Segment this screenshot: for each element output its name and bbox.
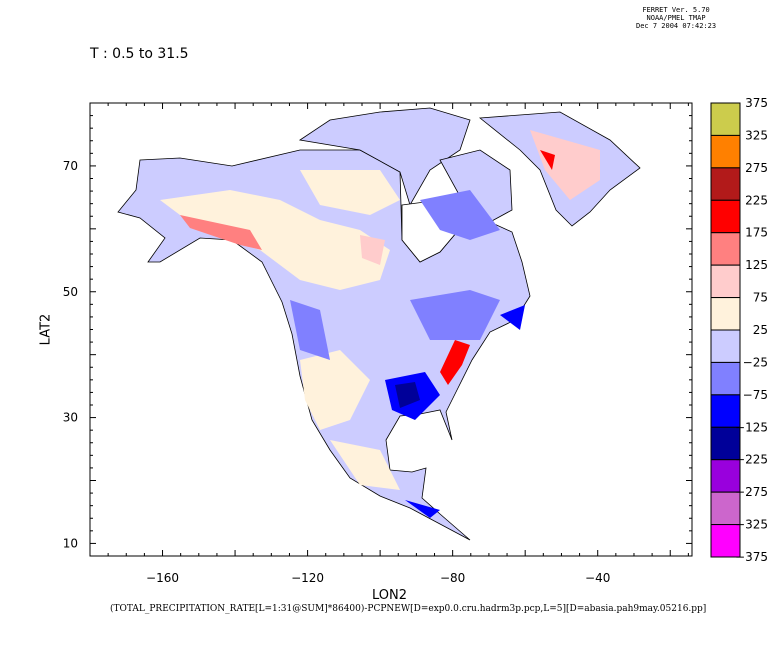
colorbar-cell [710, 102, 741, 136]
colorbar-label: −75 [743, 388, 768, 402]
y-axis-label: LAT2 [38, 313, 54, 346]
colorbar-label: 125 [745, 258, 768, 272]
colorbar-cell [710, 394, 741, 428]
colorbar-cell [710, 134, 741, 169]
colorbar-label: 275 [745, 161, 768, 175]
x-tick-label: −80 [440, 571, 465, 585]
colorbar-label: 75 [753, 291, 768, 305]
y-tick-label: 70 [63, 159, 78, 173]
colorbar-cell [710, 297, 741, 331]
colorbar-cell [710, 524, 741, 558]
colorbar-label: 375 [745, 96, 768, 110]
y-tick-label: 10 [63, 536, 78, 550]
colorbar-label: −125 [735, 420, 768, 434]
colorbar-cell [710, 459, 741, 493]
colorbar-cell [710, 361, 741, 396]
x-axis-label: LON2 [372, 588, 408, 603]
colorbar-label: −325 [735, 518, 768, 532]
colorbar-cell [710, 491, 741, 526]
plot-frame [89, 102, 693, 557]
colorbar-label: −275 [735, 485, 768, 499]
x-tick-label: −160 [146, 571, 179, 585]
colorbar-cell [710, 167, 741, 201]
colorbar-label: 325 [745, 128, 768, 142]
colorbar: 375 325 275 225 175 125 75 25 −25 −75 −125 −225 −275… [710, 96, 768, 564]
colorbar-label: 225 [745, 193, 768, 207]
colorbar-label: 25 [753, 323, 768, 337]
y-tick-label: 30 [63, 411, 78, 425]
colorbar-cell [710, 264, 741, 299]
header-date: Dec 7 2004 07:42:23 [636, 22, 717, 30]
ferret-header: FERRET Ver. 5.70 NOAA/PMEL TMAP Dec 7 20… [636, 6, 716, 30]
colorbar-label: −375 [735, 550, 768, 564]
land-arctic-islands [298, 107, 471, 207]
colorbar-label: −225 [735, 453, 768, 467]
x-tick-label: −40 [585, 571, 610, 585]
x-tick-label: −120 [291, 571, 324, 585]
colorbar-cell [710, 232, 741, 266]
colorbar-label: −25 [743, 355, 768, 369]
axis-ticks: −160 −120 −80 −40 70 50 30 10 [63, 102, 692, 585]
plot-title: T : 0.5 to 31.5 [90, 46, 189, 62]
footer-caption: (TOTAL_PRECIPITATION_RATE[L=1:31@SUM]*86… [110, 604, 707, 614]
colorbar-label: 175 [745, 226, 768, 240]
map-field [117, 107, 641, 541]
colorbar-cell [710, 329, 741, 363]
header-version: FERRET Ver. 5.70 [642, 6, 710, 14]
colorbar-cell [710, 199, 741, 234]
colorbar-cell [710, 426, 741, 461]
header-org: NOAA/PMEL TMAP [646, 14, 706, 22]
y-tick-label: 50 [63, 285, 78, 299]
